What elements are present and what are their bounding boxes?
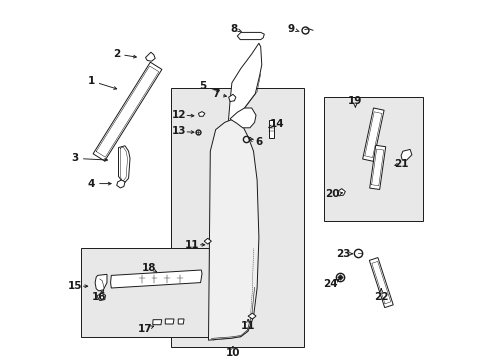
Text: 19: 19: [347, 96, 362, 106]
Polygon shape: [237, 32, 264, 40]
Text: 13: 13: [171, 126, 186, 136]
Polygon shape: [93, 62, 162, 161]
Text: 16: 16: [91, 292, 106, 302]
Polygon shape: [208, 119, 258, 340]
Polygon shape: [368, 258, 392, 307]
Polygon shape: [152, 320, 162, 325]
Text: 10: 10: [225, 348, 240, 358]
Text: 6: 6: [255, 137, 262, 147]
Text: 14: 14: [269, 119, 284, 129]
Text: 12: 12: [171, 110, 186, 120]
Text: 18: 18: [142, 263, 156, 273]
Text: 4: 4: [88, 179, 95, 189]
Polygon shape: [228, 94, 235, 102]
Polygon shape: [117, 180, 125, 188]
Text: 15: 15: [68, 281, 82, 291]
Text: 3: 3: [72, 153, 79, 163]
Text: 20: 20: [325, 189, 339, 199]
Polygon shape: [110, 270, 202, 288]
Polygon shape: [247, 313, 256, 319]
Polygon shape: [198, 112, 204, 116]
Text: 7: 7: [212, 89, 219, 99]
Polygon shape: [337, 189, 345, 196]
Text: 8: 8: [230, 24, 237, 34]
Text: 1: 1: [88, 76, 95, 86]
Polygon shape: [268, 120, 273, 138]
Text: 9: 9: [287, 24, 294, 34]
Polygon shape: [228, 43, 261, 122]
Bar: [323, 97, 422, 221]
Text: 17: 17: [138, 324, 152, 334]
Text: 2: 2: [113, 49, 120, 59]
Polygon shape: [178, 319, 183, 324]
Polygon shape: [362, 108, 383, 161]
Text: 11: 11: [241, 321, 255, 331]
Bar: [170, 88, 303, 347]
Polygon shape: [95, 274, 107, 291]
Text: 21: 21: [393, 159, 407, 169]
Polygon shape: [230, 108, 256, 128]
Text: 11: 11: [184, 240, 199, 250]
Polygon shape: [400, 149, 411, 160]
Polygon shape: [145, 52, 155, 61]
Polygon shape: [97, 293, 105, 301]
Text: 24: 24: [323, 279, 338, 289]
Text: 5: 5: [199, 81, 206, 91]
Polygon shape: [204, 238, 211, 244]
Text: 22: 22: [373, 292, 388, 302]
Polygon shape: [165, 319, 174, 324]
Polygon shape: [118, 146, 130, 184]
Bar: [81, 248, 208, 337]
Text: 23: 23: [336, 249, 350, 259]
Polygon shape: [369, 145, 385, 189]
